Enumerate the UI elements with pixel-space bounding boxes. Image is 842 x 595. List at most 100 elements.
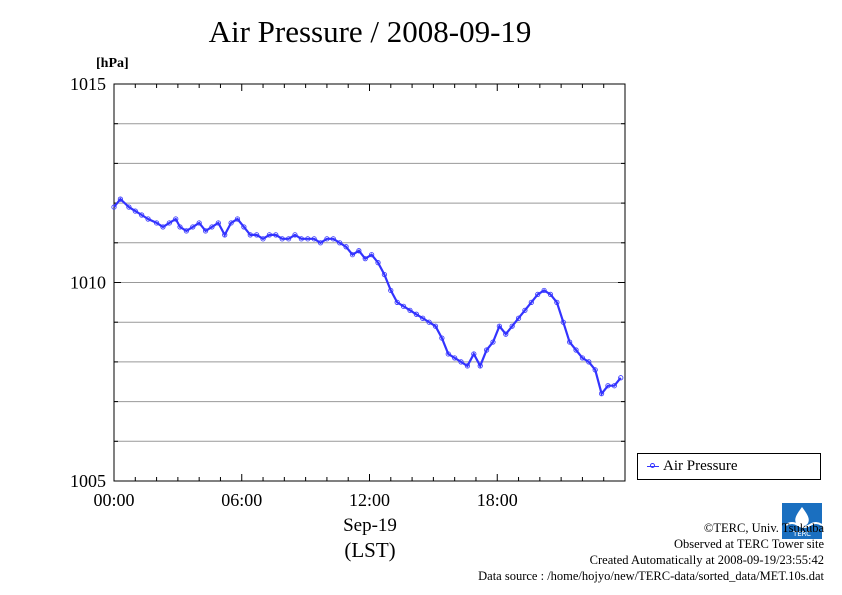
data-point <box>132 208 138 214</box>
data-point <box>266 232 273 238</box>
x-tick-label: 18:00 <box>477 490 518 510</box>
terc-logo: TERC <box>782 503 822 539</box>
data-point <box>369 252 375 258</box>
data-point <box>177 224 183 230</box>
chart-title: Air Pressure / 2008-09-19 <box>208 14 532 49</box>
data-point <box>153 220 160 226</box>
data-point <box>356 248 362 254</box>
data-point <box>292 232 298 238</box>
data-point <box>330 236 336 242</box>
y-tick-label: 1005 <box>70 471 106 491</box>
data-point <box>183 228 189 234</box>
data-point <box>439 335 445 341</box>
data-point <box>126 204 132 210</box>
data-point <box>317 240 324 246</box>
data-point <box>343 244 349 250</box>
data-point <box>362 256 368 262</box>
legend-label: Air Pressure <box>663 458 738 474</box>
copyright-text: ©TERC, Univ. Tsukuba <box>703 521 824 535</box>
data-point <box>298 236 304 242</box>
data-point <box>490 339 496 345</box>
series-line <box>113 197 622 397</box>
data-point <box>605 383 611 389</box>
data-point <box>420 315 426 321</box>
data-point <box>452 355 458 361</box>
data-point <box>145 216 151 222</box>
data-point <box>222 232 228 238</box>
legend-line-marker <box>647 463 659 468</box>
data-point <box>515 315 522 321</box>
data-point <box>394 299 400 305</box>
data-point <box>215 220 221 226</box>
data-point <box>311 236 317 242</box>
y-tick-label: 1015 <box>70 74 106 94</box>
data-point <box>254 232 260 238</box>
data-point <box>528 299 534 305</box>
data-point <box>279 236 285 242</box>
data-point <box>381 271 388 278</box>
data-point <box>598 391 605 397</box>
data-point <box>560 319 566 325</box>
data-point <box>445 351 451 357</box>
data-point <box>285 236 292 242</box>
x-tick-label: 00:00 <box>93 490 134 510</box>
data-point <box>509 323 515 329</box>
data-point <box>228 220 234 226</box>
data-point <box>117 196 123 202</box>
x-tick-label: 06:00 <box>221 490 262 510</box>
data-point <box>166 220 172 226</box>
data-point <box>567 339 573 345</box>
x-axis-date: Sep-19 <box>343 515 397 536</box>
data-point <box>111 204 117 210</box>
data-point <box>586 359 592 365</box>
data-point <box>413 311 419 317</box>
data-point <box>407 307 413 313</box>
data-point <box>247 232 253 238</box>
data-point <box>547 291 554 298</box>
observed-text: Observed at TERC Tower site <box>673 537 824 551</box>
data-point <box>503 331 509 337</box>
data-point <box>241 224 247 230</box>
data-point <box>324 236 330 242</box>
data-point <box>573 347 579 353</box>
data-point <box>190 224 196 230</box>
data-point <box>388 287 394 294</box>
created-text: Created Automatically at 2008-09-19/23:5… <box>589 553 824 567</box>
data-point <box>522 307 528 313</box>
data-point <box>618 375 624 381</box>
data-point <box>484 347 490 353</box>
data-point <box>477 363 483 369</box>
data-point <box>173 216 179 222</box>
data-point <box>458 359 464 365</box>
data-point <box>349 252 356 258</box>
footer-credits: ©TERC, Univ. Tsukuba Observed at TERC To… <box>478 520 824 584</box>
y-axis-unit: [hPa] <box>96 56 129 71</box>
data-point <box>541 287 547 294</box>
data-point <box>160 224 166 230</box>
data-point <box>375 260 381 266</box>
data-point <box>337 240 343 246</box>
data-point <box>234 216 241 222</box>
data-point <box>139 212 145 218</box>
y-tick-label: 1010 <box>70 273 106 293</box>
data-point <box>209 224 215 230</box>
data-point <box>432 323 439 329</box>
data-point <box>196 220 202 226</box>
data-point <box>535 291 541 298</box>
data-point <box>400 303 407 309</box>
data-point <box>496 323 502 329</box>
x-axis-timezone: (LST) <box>344 538 396 562</box>
source-text: Data source : /home/hojyo/new/TERC-data/… <box>478 569 824 583</box>
x-tick-label: 12:00 <box>349 490 390 510</box>
data-point <box>554 299 560 305</box>
data-point <box>273 232 279 238</box>
data-point <box>202 228 209 234</box>
data-point <box>471 351 477 357</box>
data-point <box>464 363 471 369</box>
data-point <box>305 236 311 242</box>
legend: Air Pressure <box>637 453 821 480</box>
data-point <box>426 319 432 325</box>
data-point <box>260 236 266 242</box>
data-point <box>611 383 617 389</box>
